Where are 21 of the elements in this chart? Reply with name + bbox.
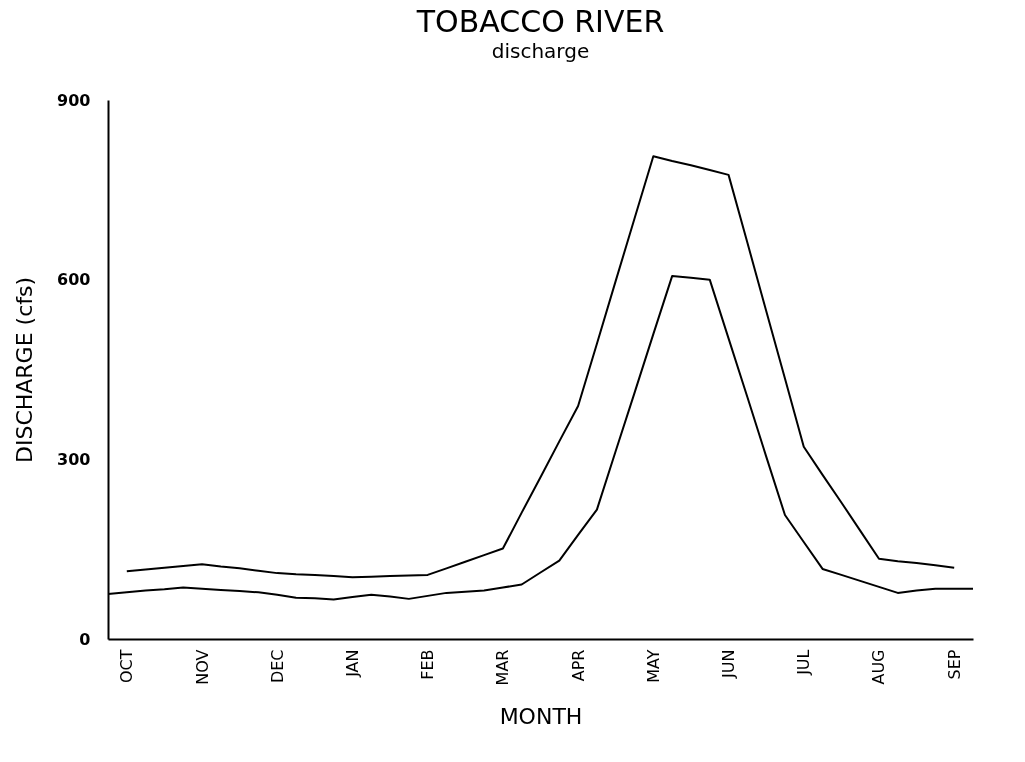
x-tick-label: APR — [568, 649, 588, 682]
chart-title: TOBACCO RIVER — [415, 4, 665, 39]
x-tick-label: JUL — [794, 649, 814, 676]
x-tick-label: JAN — [342, 649, 362, 678]
chart-subtitle: discharge — [491, 39, 590, 63]
x-tick-label: MAR — [493, 649, 513, 686]
x-tick-label: NOV — [192, 649, 212, 685]
y-tick-label: 600 — [57, 270, 91, 290]
y-tick-label: 900 — [57, 90, 91, 110]
x-tick-label: SEP — [944, 649, 964, 680]
x-tick-label: OCT — [117, 649, 137, 684]
x-tick-label: DEC — [267, 649, 287, 684]
y-tick-label: 300 — [57, 449, 91, 469]
x-tick-label: AUG — [869, 649, 889, 685]
y-axis-title: DISCHARGE (cfs) — [12, 276, 38, 464]
y-tick-label: 0 — [79, 629, 91, 649]
x-tick-label: MAY — [643, 649, 663, 683]
x-tick-label: FEB — [418, 649, 438, 680]
line-series — [125, 155, 956, 579]
x-axis-title: MONTH — [499, 704, 583, 730]
x-tick-label: JUN — [719, 649, 739, 679]
